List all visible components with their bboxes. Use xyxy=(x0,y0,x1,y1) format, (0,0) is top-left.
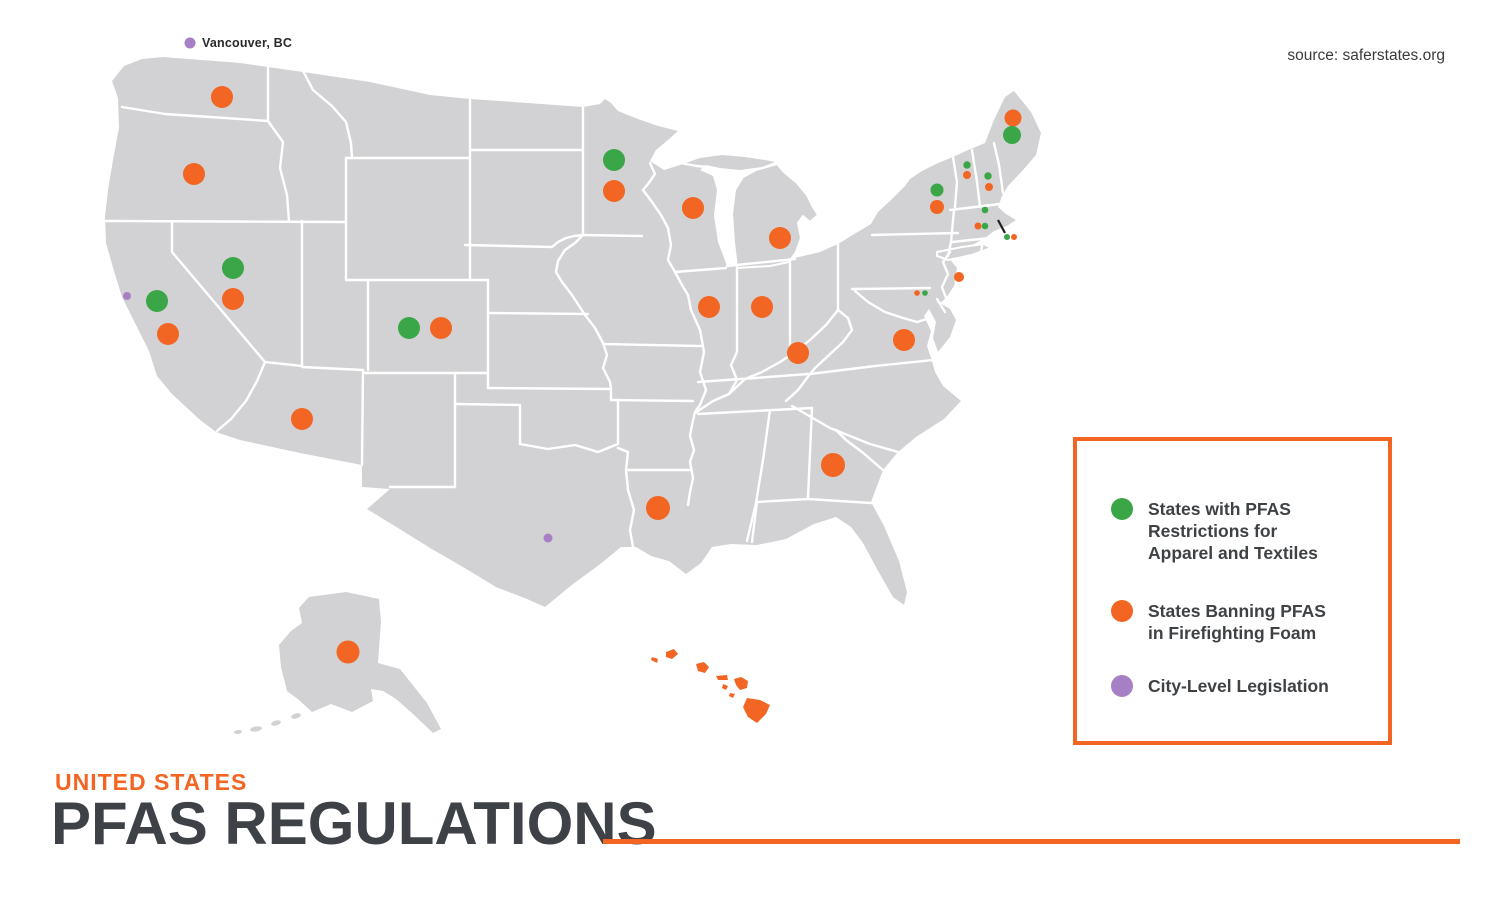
marker-foam-louisiana xyxy=(646,496,670,520)
marker-apparel-maine xyxy=(1003,126,1021,144)
map-markers xyxy=(123,37,1022,664)
island-kauai xyxy=(666,649,678,659)
marker-apparel-maryland xyxy=(922,290,928,296)
foam-swatch-icon xyxy=(1111,600,1133,622)
marker-foam-connecticut xyxy=(974,222,982,230)
legend-label-city: City-Level Legislation xyxy=(1148,676,1329,696)
marker-apparel-rhode-island-callout xyxy=(1004,234,1010,240)
marker-foam-new-york xyxy=(930,200,944,214)
marker-city-vancouver-bc xyxy=(184,37,196,49)
lower-48-shape xyxy=(105,57,1041,607)
island-maui xyxy=(734,677,748,690)
michigan-lower-peninsula xyxy=(731,163,819,269)
marker-apparel-colorado xyxy=(398,317,420,339)
island-kahoolawe xyxy=(729,693,735,698)
marker-foam-alaska xyxy=(336,640,360,664)
vancouver-label: Vancouver, BC xyxy=(202,36,293,50)
marker-foam-georgia xyxy=(821,453,845,477)
hawaii-islands xyxy=(651,649,770,723)
marker-foam-illinois xyxy=(698,296,720,318)
marker-foam-new-hampshire xyxy=(985,183,993,191)
marker-foam-rhode-island-callout xyxy=(1011,234,1017,240)
island-lanai xyxy=(722,684,728,690)
island-hawaii xyxy=(743,698,770,723)
marker-apparel-vermont xyxy=(963,161,971,169)
marker-foam-wisconsin xyxy=(682,197,704,219)
marker-foam-vermont xyxy=(963,171,971,179)
marker-foam-indiana xyxy=(751,296,773,318)
island-niihau xyxy=(651,657,658,663)
marker-city-san-francisco-ca xyxy=(123,292,131,300)
marker-foam-colorado xyxy=(430,317,452,339)
legend-label-apparel: States with PFAS Restrictions for Appare… xyxy=(1148,499,1318,563)
marker-apparel-california xyxy=(146,290,168,312)
marker-foam-minnesota xyxy=(603,180,625,202)
marker-apparel-minnesota xyxy=(603,149,625,171)
marker-foam-nevada xyxy=(222,288,244,310)
apparel-swatch-icon xyxy=(1111,498,1133,520)
marker-apparel-rhode-island xyxy=(981,222,989,230)
aleutian-islands xyxy=(234,713,301,735)
marker-foam-maryland xyxy=(914,290,920,296)
marker-foam-oregon xyxy=(183,163,205,185)
legend-item-apparel: States with PFAS Restrictions for Appare… xyxy=(1111,498,1318,564)
marker-foam-michigan xyxy=(769,227,791,249)
marker-foam-new-jersey xyxy=(954,272,964,282)
legend-item-foam: States Banning PFAS in Firefighting Foam xyxy=(1111,600,1326,644)
marker-foam-kentucky xyxy=(787,342,809,364)
marker-city-austin-tx xyxy=(543,533,553,543)
marker-foam-california xyxy=(157,323,179,345)
island-molokai xyxy=(716,675,728,680)
marker-apparel-new-york xyxy=(930,183,944,197)
marker-foam-maine xyxy=(1004,109,1022,127)
marker-apparel-massachusetts xyxy=(981,206,989,214)
marker-foam-arizona xyxy=(291,408,313,430)
alaska-shape xyxy=(279,592,441,733)
marker-apparel-new-hampshire xyxy=(984,172,992,180)
legend-item-city: City-Level Legislation xyxy=(1111,675,1329,697)
legend: States with PFAS Restrictions for Appare… xyxy=(1073,437,1392,745)
rhode-island-callout-line xyxy=(997,219,1006,234)
marker-apparel-nevada xyxy=(222,257,244,279)
source-credit: source: saferstates.org xyxy=(1287,47,1445,64)
marker-foam-washington xyxy=(211,86,233,108)
map-landmass xyxy=(105,57,1041,735)
state-borders xyxy=(103,60,1005,549)
marker-foam-virginia xyxy=(893,329,915,351)
island-oahu xyxy=(696,662,709,673)
legend-label-foam: States Banning PFAS in Firefighting Foam xyxy=(1148,601,1326,643)
city-swatch-icon xyxy=(1111,675,1133,697)
